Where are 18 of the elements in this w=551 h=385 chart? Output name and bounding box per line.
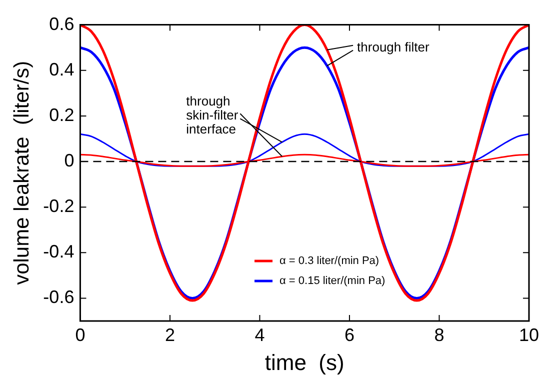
x-tick-label: 2 bbox=[164, 324, 175, 345]
y-tick-label: -0.4 bbox=[43, 242, 74, 262]
annotation: through skin-filter interface bbox=[186, 94, 239, 137]
y-axis-title: volume leakrate (liter/s) bbox=[10, 60, 34, 285]
y-tick-label: 0.6 bbox=[49, 14, 74, 34]
legend-label: α = 0.15 liter/(min Pa) bbox=[280, 275, 386, 288]
x-tick-label: 4 bbox=[254, 324, 265, 345]
y-tick-label: 0 bbox=[64, 150, 74, 170]
x-tick-label: 10 bbox=[518, 324, 540, 345]
legend-label: α = 0.3 liter/(min Pa) bbox=[280, 255, 380, 268]
x-axis-title: time (s) bbox=[264, 350, 344, 375]
y-tick-label: 0.4 bbox=[49, 59, 74, 80]
y-tick-label: 0.2 bbox=[49, 104, 74, 125]
x-tick-label: 6 bbox=[344, 324, 354, 345]
y-tick-label: -0.2 bbox=[43, 196, 74, 216]
y-tick-label: -0.6 bbox=[43, 287, 74, 308]
x-tick-label: 8 bbox=[434, 324, 444, 345]
annotation: through filter bbox=[357, 39, 430, 54]
